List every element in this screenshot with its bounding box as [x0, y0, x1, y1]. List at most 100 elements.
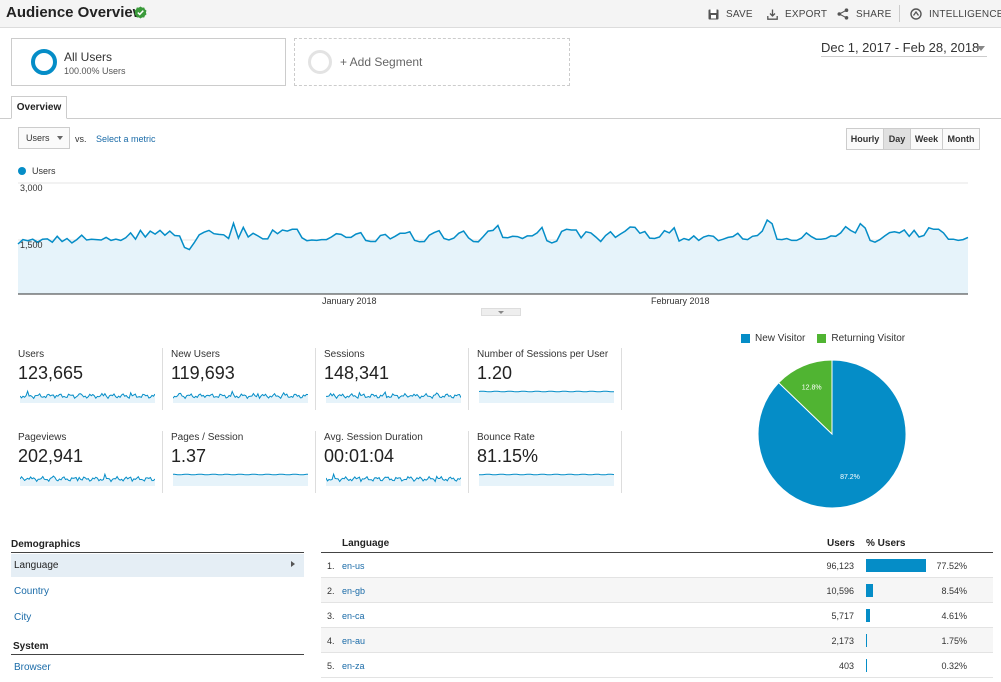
pie-slice-returning-visitor[interactable]: [777, 359, 833, 436]
new-visitor-swatch: [741, 334, 750, 343]
metric-value: 81.15%: [477, 446, 539, 466]
hourly-button[interactable]: Hourly: [846, 128, 884, 150]
demographics-language[interactable]: Language: [11, 554, 304, 577]
month-button[interactable]: Month: [942, 128, 980, 150]
metric-select[interactable]: Users: [18, 127, 70, 149]
tab-overview[interactable]: Overview: [11, 96, 67, 119]
system-heading: System: [13, 641, 49, 652]
metric-sparkline: [479, 473, 614, 486]
tile-divider: [315, 348, 316, 410]
row-users: 96,123: [826, 561, 854, 571]
metric-avg-session-duration[interactable]: Avg. Session Duration 00:01:04: [324, 432, 469, 507]
save-button[interactable]: SAVE: [708, 7, 753, 21]
sparkline-line: [173, 390, 308, 400]
sparkline-line: [326, 472, 461, 483]
empty-segment-ring-icon: [308, 50, 332, 74]
metric-sparkline: [173, 390, 308, 403]
tile-divider: [315, 431, 316, 493]
share-icon: [837, 8, 849, 20]
share-button[interactable]: SHARE: [837, 7, 891, 21]
users-line-chart: 3,000 1,500 January 2018 February 2018: [17, 182, 969, 306]
intelligence-label: INTELLIGENCE: [929, 8, 1001, 20]
row-users: 5,717: [831, 611, 854, 621]
metric-sparkline: [326, 472, 461, 486]
chevron-down-icon[interactable]: [977, 46, 985, 51]
metric-bounce-rate[interactable]: Bounce Rate 81.15%: [477, 432, 622, 507]
vs-label: vs.: [75, 134, 87, 144]
metric-users[interactable]: Users 123,665: [18, 349, 163, 424]
sparkline-line: [20, 472, 155, 483]
metric-sparkline: [20, 472, 155, 486]
date-range-picker[interactable]: Dec 1, 2017 - Feb 28, 2018: [821, 40, 987, 57]
pie-legend: New Visitor Returning Visitor: [741, 333, 905, 344]
y-tick-1500: 1,500: [20, 240, 43, 250]
metric-name: Users: [18, 349, 45, 360]
metric-value: 1.20: [477, 363, 513, 383]
row-pct: 8.54%: [941, 586, 967, 596]
week-button[interactable]: Week: [910, 128, 943, 150]
demographics-heading: Demographics: [11, 539, 81, 550]
y-tick-3000: 3,000: [20, 183, 43, 193]
x-label-february: February 2018: [651, 296, 710, 306]
sparkline-fill: [20, 474, 155, 486]
day-button[interactable]: Day: [883, 128, 911, 150]
demographics-city[interactable]: City: [14, 612, 32, 623]
users-column-header: Users: [827, 538, 855, 549]
users-area-fill: [18, 220, 968, 294]
select-metric-link[interactable]: Select a metric: [96, 134, 156, 144]
metric-sparkline: [326, 390, 461, 403]
page-title: Audience Overview: [6, 4, 145, 21]
row-pct: 0.32%: [941, 661, 967, 671]
metric-value: 00:01:04: [324, 446, 395, 466]
row-pct: 4.61%: [941, 611, 967, 621]
header-bar: [0, 0, 1001, 28]
metric-name: Pages / Session: [171, 432, 244, 443]
export-label: EXPORT: [785, 8, 828, 20]
row-index: 5.: [327, 661, 335, 671]
language-link[interactable]: en-au: [342, 636, 366, 646]
pct-users-column-header: % Users: [866, 538, 906, 549]
tile-divider: [162, 348, 163, 410]
sparkline-fill: [479, 391, 614, 403]
share-bar: [866, 634, 868, 647]
intelligence-icon: [910, 8, 922, 20]
share-bar: [866, 659, 867, 672]
chart-collapse-toggle[interactable]: [481, 308, 521, 316]
metric-new-users[interactable]: New Users 119,693: [171, 349, 316, 424]
export-button[interactable]: EXPORT: [767, 7, 827, 21]
metric-value: 119,693: [171, 363, 235, 383]
metric-sessions[interactable]: Sessions 148,341: [324, 349, 469, 424]
sparkline-fill: [326, 392, 461, 403]
sparkline-fill: [479, 474, 614, 486]
row-index: 1.: [327, 561, 335, 571]
new-visitor-legend: New Visitor: [755, 333, 806, 344]
demographics-country[interactable]: Country: [14, 586, 50, 597]
metric-pageviews[interactable]: Pageviews 202,941: [18, 432, 163, 507]
metric-sparkline: [20, 389, 155, 403]
system-browser[interactable]: Browser: [14, 662, 51, 673]
segment-percent: 100.00% Users: [64, 66, 126, 76]
metric-value: 123,665: [18, 363, 84, 383]
intelligence-button[interactable]: INTELLIGENCE: [910, 7, 1001, 21]
sparkline-line: [173, 473, 308, 476]
table-row: 2. en-gb 10,596 8.54%: [321, 578, 993, 603]
language-link[interactable]: en-us: [342, 561, 365, 571]
visitor-pie-chart: 87.2% 12.8%: [757, 359, 907, 509]
chevron-down-icon[interactable]: [57, 136, 63, 140]
returning-visitor-legend: Returning Visitor: [831, 333, 906, 344]
users-legend-dot: [18, 167, 26, 175]
metric-sparkline: [479, 390, 614, 403]
add-segment-button[interactable]: + Add Segment: [294, 38, 570, 86]
segment-all-users[interactable]: All Users 100.00% Users: [11, 38, 286, 86]
language-link[interactable]: en-za: [342, 661, 365, 671]
table-row: 3. en-ca 5,717 4.61%: [321, 603, 993, 628]
language-link[interactable]: en-ca: [342, 611, 365, 621]
metric-pages-per-session[interactable]: Pages / Session 1.37: [171, 432, 316, 507]
section-rule: [11, 552, 304, 553]
tab-bar-line: [0, 118, 1001, 119]
metric-sessions-per-user[interactable]: Number of Sessions per User 1.20: [477, 349, 622, 424]
language-link[interactable]: en-gb: [342, 586, 366, 596]
sparkline-line: [20, 389, 155, 400]
row-users: 403: [838, 661, 854, 671]
metric-sparkline: [173, 473, 308, 486]
